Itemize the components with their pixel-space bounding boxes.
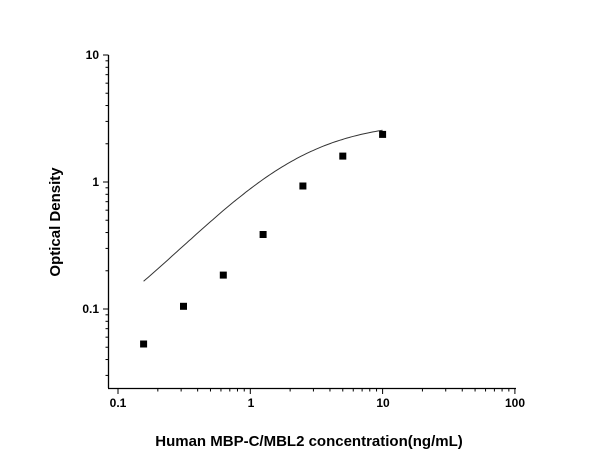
data-point-marker [259,231,267,238]
x-axis-title: Human MBP-C/MBL2 concentration(ng/mL) [155,433,463,450]
data-point-marker [180,302,187,310]
axis-ticks [103,54,516,394]
y-tick-label: 0.1 [82,302,99,316]
data-point-marker [379,130,387,138]
data-points [140,130,387,348]
x-tick-label: 10 [376,396,390,410]
y-tick-label: 10 [86,48,100,62]
x-tick-label: 0.1 [110,396,127,410]
fit-curve [143,129,383,282]
y-tick-label: 1 [92,175,99,189]
data-point-marker [219,271,227,279]
y-tick-labels: 0.1 1 10 [82,48,99,316]
data-point-marker [299,182,307,190]
data-point-marker [140,340,148,348]
x-tick-label: 100 [505,396,525,410]
x-tick-label: 1 [248,396,255,410]
x-tick-labels: 0.1 1 10 100 [110,396,526,410]
data-point-marker [339,152,347,160]
y-axis-title: Optical Density [47,167,64,277]
